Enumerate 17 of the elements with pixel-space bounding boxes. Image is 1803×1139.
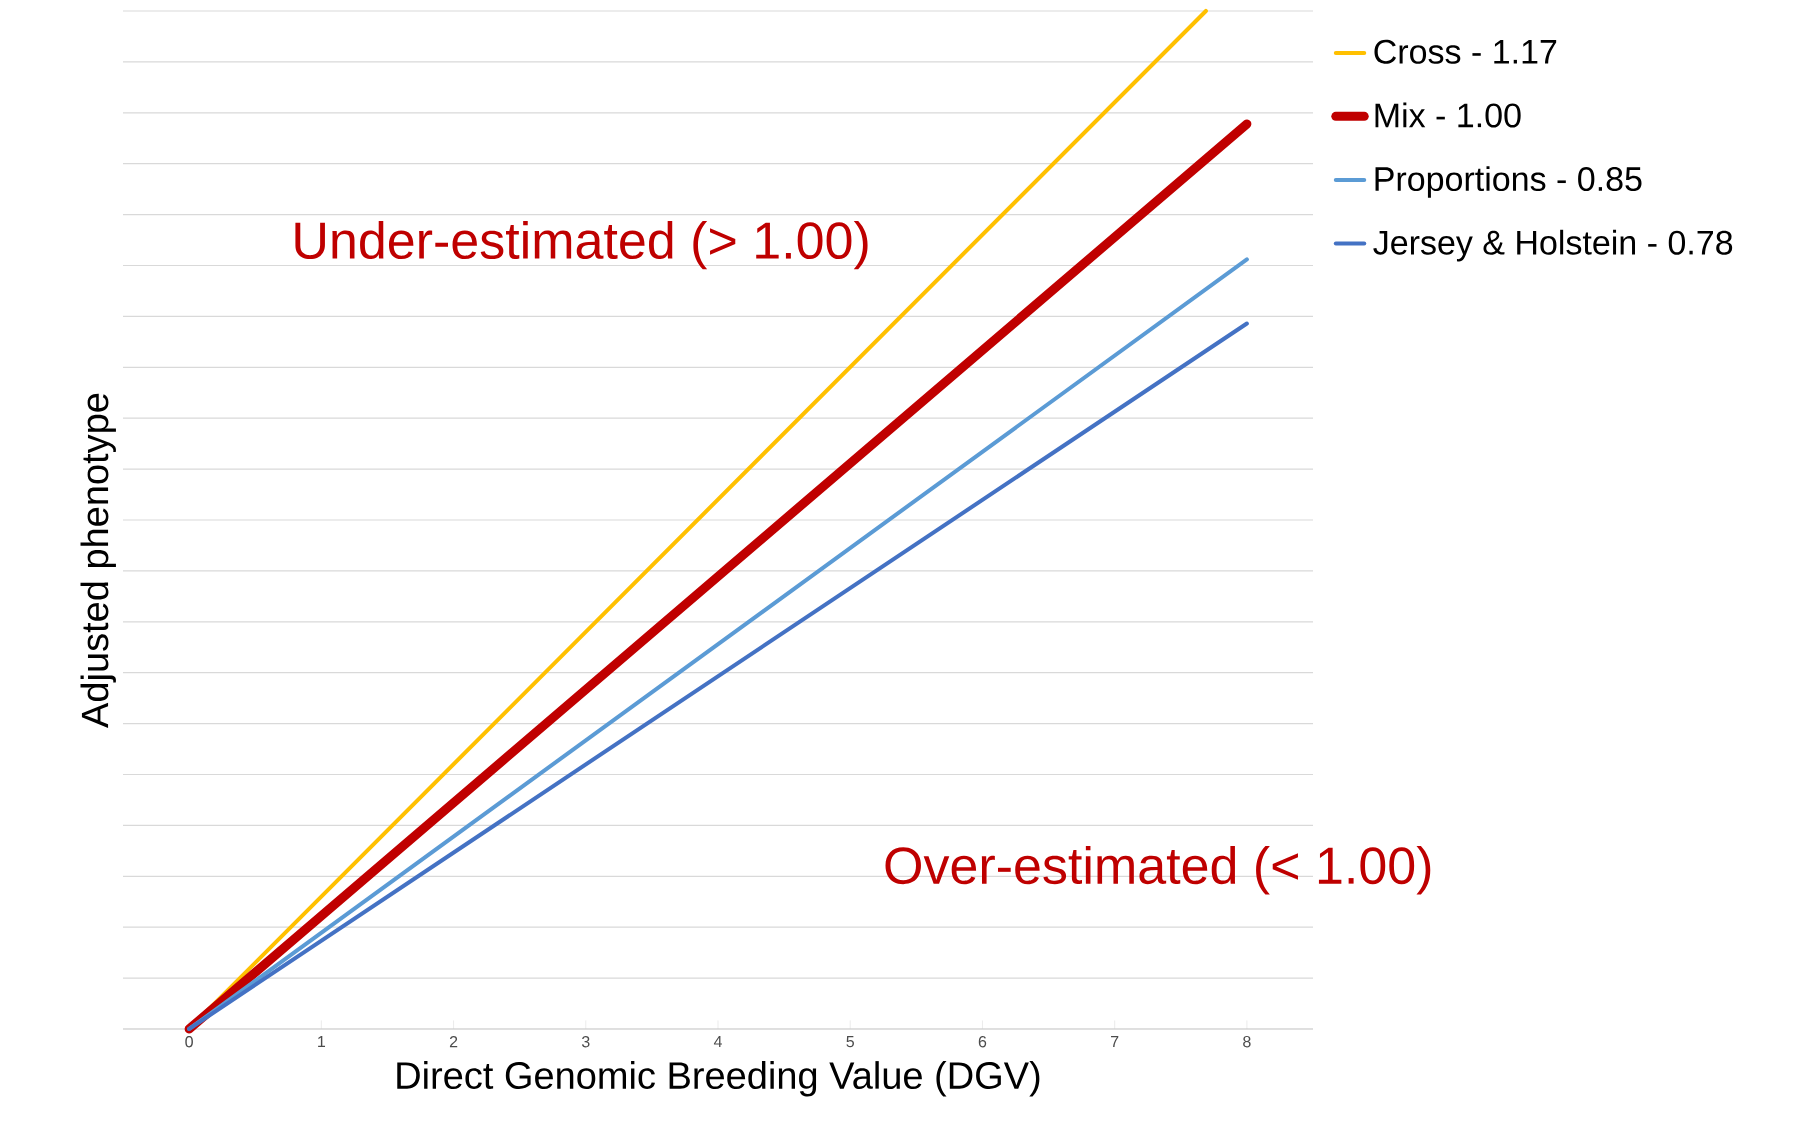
- y-axis-title: Adjusted phenotype: [80, 393, 116, 728]
- annotation: Under-estimated (> 1.00): [295, 220, 868, 270]
- x-tick-label: 4: [713, 1036, 722, 1048]
- x-tick-label: 7: [1111, 1036, 1119, 1048]
- x-axis-title: Direct Genomic Breeding Value (DGV): [397, 1061, 1040, 1097]
- x-tick-label: 6: [978, 1036, 987, 1048]
- legend-label: Proportions - 0.85: [1375, 166, 1642, 198]
- x-tick-label: 8: [1243, 1036, 1251, 1048]
- x-tick-label: 0: [185, 1036, 193, 1048]
- legend-label: Cross - 1.17: [1374, 39, 1557, 64]
- legend-label: Mix - 1.00: [1375, 102, 1521, 128]
- x-tick-label: 1: [318, 1036, 326, 1048]
- x-tick-label: 2: [449, 1036, 458, 1048]
- x-tick-label: 3: [581, 1036, 590, 1048]
- legend-label: Jersey & Holstein - 0.78: [1373, 229, 1733, 262]
- x-tick-label: 5: [846, 1036, 854, 1048]
- annotation: Over-estimated (< 1.00): [885, 845, 1431, 895]
